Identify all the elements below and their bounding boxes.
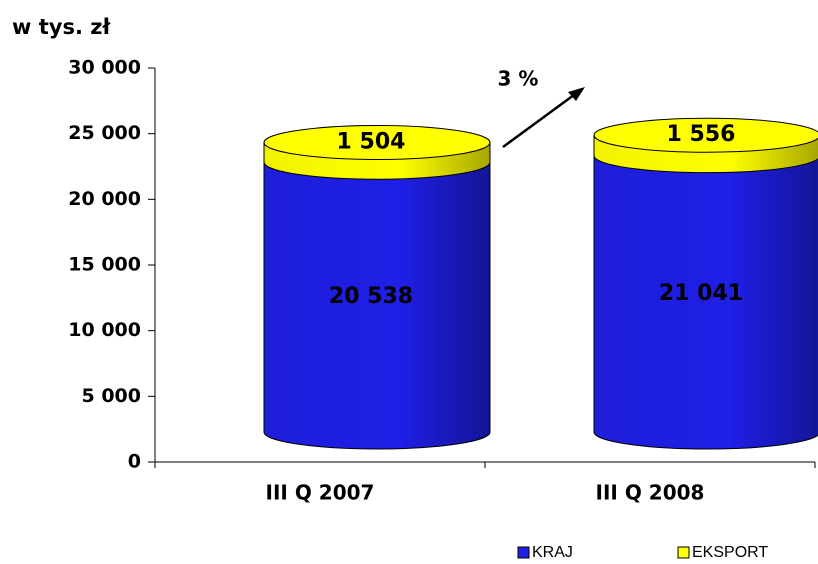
- arrow: [502, 90, 579, 149]
- legend-swatch: [677, 546, 690, 559]
- value-label: 1 504: [337, 130, 406, 155]
- arrow-head: [568, 87, 585, 101]
- legend-swatch: [517, 546, 530, 559]
- annotation: 3 %: [498, 67, 539, 91]
- y-tick-label: 20 000: [68, 188, 141, 210]
- y-tick-label: 5 000: [82, 385, 142, 407]
- y-tick-label: 25 000: [68, 122, 141, 144]
- value-label: 1 556: [667, 122, 736, 147]
- y-tick-label: 15 000: [68, 254, 141, 276]
- value-label: 21 041: [659, 281, 743, 306]
- bar-shading: [594, 155, 818, 449]
- x-tick-label: III Q 2007: [266, 481, 375, 505]
- chart-title: w tys. zł: [12, 15, 111, 39]
- cylinder-top: [263, 125, 491, 161]
- y-tick-label: 10 000: [68, 319, 141, 341]
- value-label: 20 538: [329, 284, 413, 309]
- legend-label: KRAJ: [532, 544, 573, 561]
- x-tick-label: III Q 2008: [596, 481, 705, 505]
- bar-shading: [264, 162, 490, 450]
- cylinder-top: [593, 117, 818, 153]
- y-tick-label: 30 000: [68, 57, 141, 79]
- y-tick-label: 0: [128, 451, 141, 473]
- legend-label: EKSPORT: [692, 544, 768, 561]
